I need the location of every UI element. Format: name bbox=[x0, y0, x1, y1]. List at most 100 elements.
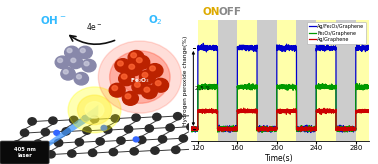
Circle shape bbox=[34, 140, 42, 147]
Circle shape bbox=[151, 147, 159, 154]
Circle shape bbox=[138, 136, 146, 144]
Text: ON: ON bbox=[202, 7, 220, 17]
Bar bbox=[336, 20, 356, 141]
Circle shape bbox=[119, 72, 135, 86]
Circle shape bbox=[166, 124, 174, 131]
Circle shape bbox=[126, 62, 142, 76]
Circle shape bbox=[62, 128, 70, 135]
Ag/Graphene bbox=[209, 110, 214, 112]
Circle shape bbox=[130, 148, 138, 155]
Fe₂O₃/Graphene bbox=[366, 87, 371, 89]
Circle shape bbox=[194, 112, 203, 119]
Circle shape bbox=[121, 61, 159, 93]
Circle shape bbox=[131, 53, 136, 58]
Bar bbox=[257, 20, 277, 141]
Line: Ag/Graphene: Ag/Graphene bbox=[191, 108, 369, 132]
Circle shape bbox=[179, 135, 187, 142]
Ag/Graphene bbox=[344, 127, 348, 129]
Circle shape bbox=[135, 82, 140, 87]
Bar bbox=[316, 20, 336, 141]
Circle shape bbox=[136, 58, 142, 63]
Ag/Fe₂O₃/Graphene bbox=[363, 46, 367, 48]
Circle shape bbox=[68, 87, 121, 133]
Circle shape bbox=[80, 48, 85, 53]
Ag/Graphene bbox=[265, 126, 269, 128]
Bar bbox=[296, 20, 316, 141]
Circle shape bbox=[68, 56, 83, 69]
Circle shape bbox=[145, 125, 153, 132]
Circle shape bbox=[54, 139, 63, 146]
FancyBboxPatch shape bbox=[0, 141, 49, 164]
Circle shape bbox=[76, 75, 81, 79]
Circle shape bbox=[88, 149, 97, 156]
Line: Ag/Fe₂O₃/Graphene: Ag/Fe₂O₃/Graphene bbox=[191, 43, 369, 133]
Circle shape bbox=[132, 114, 140, 121]
Y-axis label: Hydrogen peroxide change(%): Hydrogen peroxide change(%) bbox=[183, 35, 188, 126]
Circle shape bbox=[55, 56, 70, 69]
Circle shape bbox=[67, 48, 72, 53]
Circle shape bbox=[121, 74, 127, 79]
Circle shape bbox=[115, 59, 131, 72]
Bar bbox=[198, 20, 218, 141]
Text: OFF: OFF bbox=[218, 7, 242, 17]
Circle shape bbox=[57, 58, 63, 62]
Fe₂O₃/Graphene bbox=[247, 82, 251, 84]
Ag/Fe₂O₃/Graphene bbox=[219, 130, 224, 132]
Circle shape bbox=[90, 115, 99, 123]
Circle shape bbox=[75, 138, 84, 146]
Circle shape bbox=[153, 113, 161, 121]
Circle shape bbox=[147, 64, 163, 77]
Circle shape bbox=[139, 70, 155, 84]
Fe₂O₃/Graphene bbox=[363, 86, 367, 88]
Ag/Fe₂O₃/Graphene bbox=[265, 128, 269, 130]
Circle shape bbox=[63, 70, 68, 74]
Circle shape bbox=[174, 113, 182, 120]
Ag/Graphene bbox=[189, 129, 193, 131]
Fe₂O₃/Graphene bbox=[260, 131, 264, 133]
Circle shape bbox=[110, 51, 170, 103]
Circle shape bbox=[153, 78, 169, 92]
Circle shape bbox=[49, 117, 57, 124]
Circle shape bbox=[96, 138, 104, 145]
Fe₂O₃/Graphene bbox=[219, 127, 224, 129]
Fe₂O₃/Graphene bbox=[189, 130, 193, 132]
Circle shape bbox=[117, 137, 125, 144]
Circle shape bbox=[129, 64, 135, 69]
Fe₂O₃/Graphene bbox=[344, 128, 348, 130]
Bar bbox=[369, 20, 378, 141]
Bar bbox=[356, 20, 369, 141]
Circle shape bbox=[141, 85, 157, 99]
Bar bbox=[218, 20, 237, 141]
Circle shape bbox=[150, 66, 155, 71]
Fe₂O₃/Graphene bbox=[265, 127, 269, 129]
Ag/Fe₂O₃/Graphene bbox=[366, 47, 371, 49]
Text: 405 nm
laser: 405 nm laser bbox=[14, 147, 36, 158]
Circle shape bbox=[104, 126, 112, 133]
Ag/Fe₂O₃/Graphene bbox=[308, 132, 313, 133]
Circle shape bbox=[118, 61, 123, 66]
Circle shape bbox=[54, 130, 59, 135]
Ag/Graphene bbox=[242, 107, 246, 109]
Circle shape bbox=[70, 116, 78, 123]
Ag/Fe₂O₃/Graphene bbox=[189, 127, 193, 129]
Text: Fe$_2$O$_3$: Fe$_2$O$_3$ bbox=[130, 76, 150, 85]
Circle shape bbox=[112, 86, 118, 91]
Circle shape bbox=[122, 92, 138, 105]
Legend: Ag/Fe₂O₃/Graphene, Fe₂O₃/Graphene, Ag/Graphene: Ag/Fe₂O₃/Graphene, Fe₂O₃/Graphene, Ag/Gr… bbox=[307, 22, 366, 44]
Ag/Fe₂O₃/Graphene bbox=[344, 127, 348, 129]
Text: OH$^-$: OH$^-$ bbox=[40, 14, 66, 26]
Ag/Fe₂O₃/Graphene bbox=[257, 129, 261, 131]
Circle shape bbox=[41, 129, 50, 136]
Circle shape bbox=[65, 46, 79, 59]
Circle shape bbox=[128, 51, 144, 64]
Circle shape bbox=[61, 68, 75, 80]
Bar bbox=[369, 20, 378, 141]
Ag/Graphene bbox=[219, 128, 224, 130]
Circle shape bbox=[98, 41, 181, 113]
Circle shape bbox=[47, 151, 55, 158]
Fe₂O₃/Graphene bbox=[209, 87, 214, 89]
Circle shape bbox=[82, 59, 96, 72]
Circle shape bbox=[132, 80, 148, 94]
X-axis label: Time(s): Time(s) bbox=[265, 154, 294, 163]
Text: 2.5 %: 2.5 % bbox=[195, 86, 211, 91]
